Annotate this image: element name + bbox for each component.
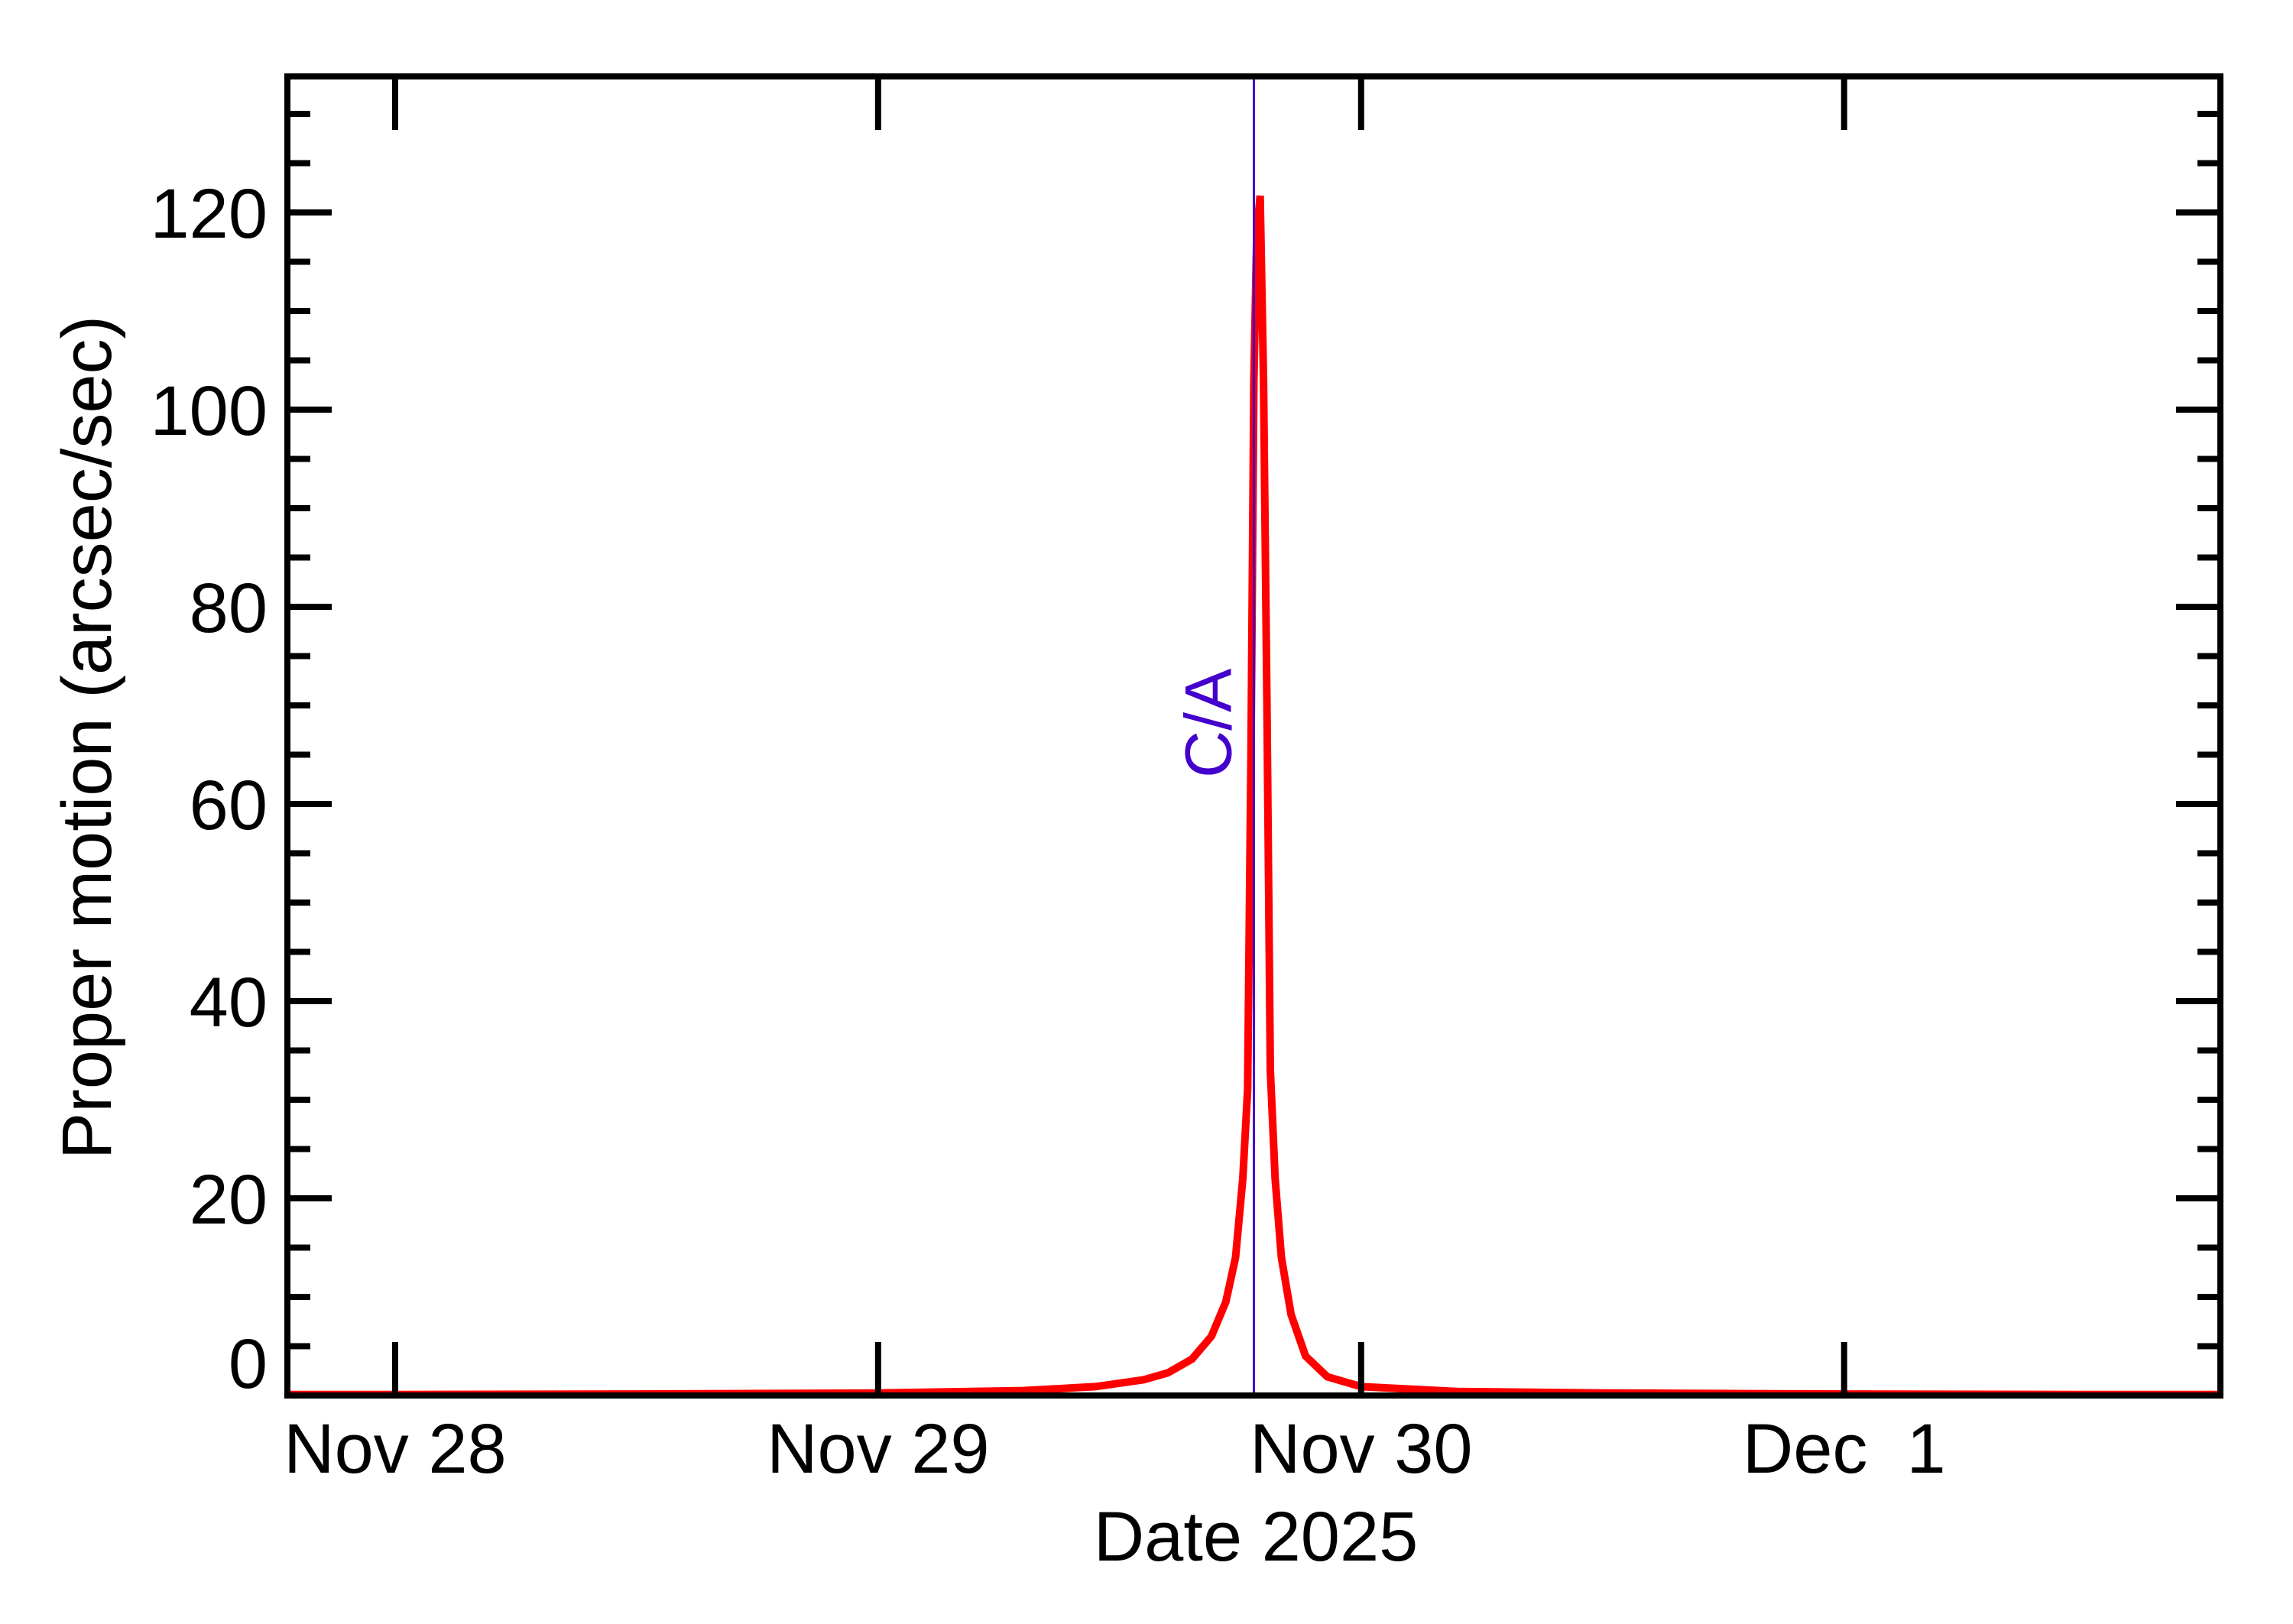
x-tick-label: Nov 28 bbox=[284, 1410, 507, 1488]
y-tick-label: 40 bbox=[190, 964, 268, 1042]
axis-ticks bbox=[287, 76, 2220, 1395]
x-tick-label: Nov 30 bbox=[1250, 1410, 1473, 1488]
x-axis-title: Date 2025 bbox=[1094, 1498, 1419, 1576]
y-axis-title: Proper motion (arcsec/sec) bbox=[48, 316, 126, 1159]
y-tick-label: 80 bbox=[190, 569, 268, 647]
axis-tick-labels: Nov 28 Nov 29 Nov 30 Dec 1 0 20 40 60 80 100 120 bbox=[151, 175, 1946, 1488]
closest-approach-label: C/A bbox=[1172, 668, 1246, 778]
y-tick-label: 20 bbox=[190, 1161, 268, 1239]
y-tick-label: 60 bbox=[190, 767, 268, 844]
plot-frame bbox=[284, 73, 2223, 1399]
plot-area: C/A bbox=[287, 76, 2220, 1399]
y-tick-label: 0 bbox=[229, 1325, 268, 1403]
x-tick-label: Nov 29 bbox=[767, 1410, 990, 1488]
x-tick-label: Dec 1 bbox=[1743, 1410, 1946, 1488]
y-tick-label: 100 bbox=[151, 372, 268, 450]
y-tick-label: 120 bbox=[151, 175, 268, 253]
proper-motion-curve bbox=[287, 195, 2220, 1399]
